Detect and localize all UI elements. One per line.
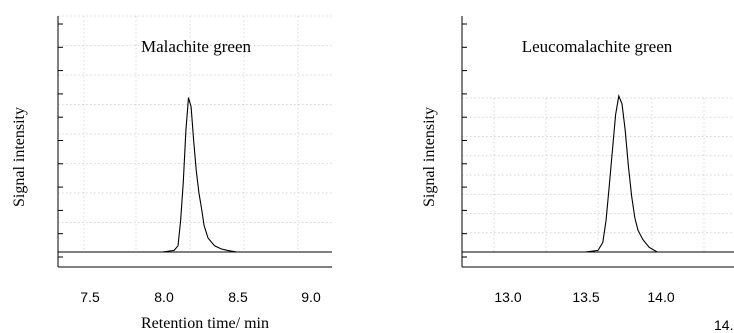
series-line-malachite [162, 97, 237, 253]
x-tick-labels: 7.5 8.0 8.5 9.0 [80, 289, 321, 305]
y-axis-label: Signal intensity [421, 107, 438, 207]
chart-panel-malachite: 7.5 8.0 8.5 9.0 Malachite green Signal i… [11, 15, 332, 332]
x-tick-label: 14.0 [647, 289, 674, 305]
y-axis-label: Signal intensity [11, 107, 28, 207]
x-tick-labels: 13.0 13.5 14.0 14.5 [494, 289, 734, 333]
x-tick-label: 7.5 [80, 289, 100, 305]
x-tick-label: 13.5 [572, 289, 599, 305]
chart-title: Leucomalachite green [522, 37, 673, 56]
x-tick-label: 14.5 [714, 317, 734, 333]
x-tick-label: 9.0 [301, 289, 321, 305]
x-axis-label: Retention time/ min [141, 315, 269, 332]
series-line-leucomalachite [585, 94, 658, 253]
y-ticks-layer [462, 23, 467, 258]
x-tick-label: 13.0 [494, 289, 521, 305]
x-tick-label: 8.0 [154, 289, 174, 305]
y-ticks-layer [58, 23, 63, 258]
grid-layer [58, 15, 332, 252]
chart-title: Malachite green [141, 37, 251, 56]
x-tick-label: 8.5 [228, 289, 248, 305]
chart-panel-leucomalachite: 13.0 13.5 14.0 14.5 Leucomalachite green… [421, 16, 734, 333]
grid-layer [462, 97, 734, 252]
